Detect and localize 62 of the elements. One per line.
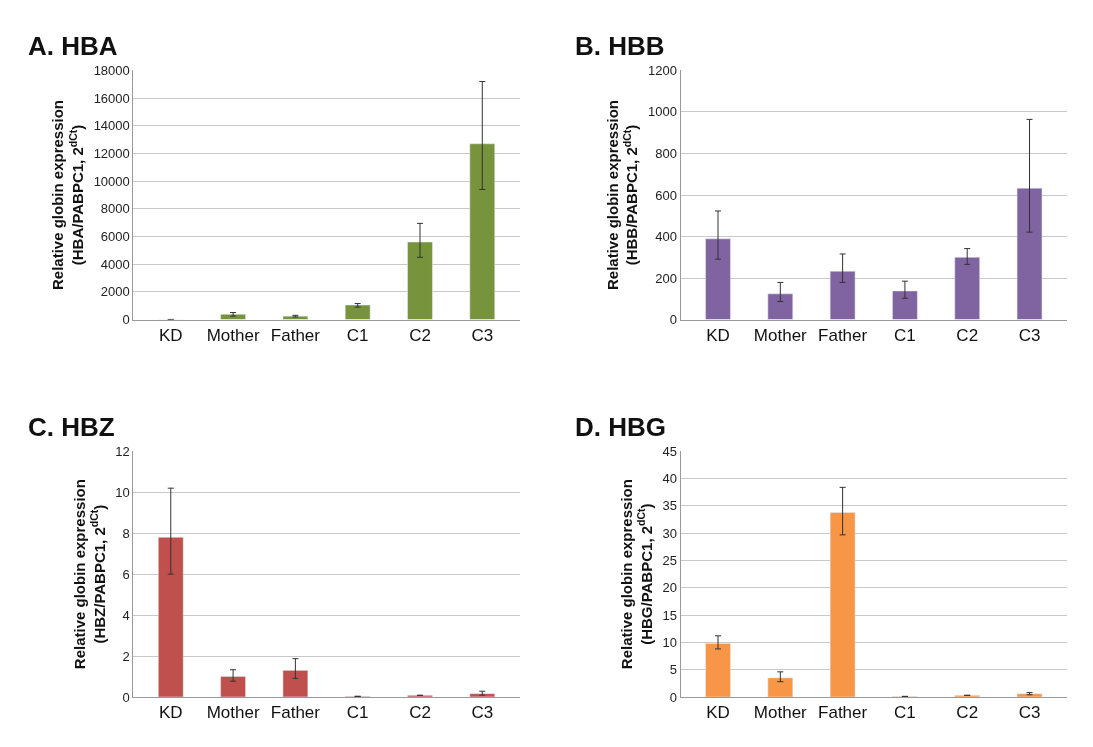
y-tick-label: 16000 — [93, 90, 130, 106]
y-tick-label: 10 — [662, 634, 678, 650]
y-tick-label: 2000 — [100, 284, 130, 300]
y-tick-label: 8 — [122, 525, 130, 541]
chart-title: C. HBZ — [28, 412, 115, 442]
y-tick-label: 45 — [662, 443, 678, 459]
x-tick-label: C3 — [1018, 326, 1041, 345]
x-tick-label: Father — [270, 326, 321, 345]
chart-title: B. HBB — [575, 31, 665, 61]
x-tick-label: Mother — [753, 703, 808, 723]
x-tick-label: C1 — [346, 326, 369, 345]
x-tick-label: C3 — [471, 326, 494, 345]
y-tick-label: 15 — [662, 607, 678, 623]
y-tick-label: 40 — [662, 471, 678, 487]
x-tick-label: KD — [706, 703, 730, 723]
y-tick-label: 6 — [122, 566, 130, 582]
y-tick-label: 10000 — [93, 173, 130, 189]
x-tick-label: KD — [158, 703, 183, 723]
y-tick-label: 0 — [669, 689, 678, 705]
x-tick-label: C2 — [409, 703, 431, 723]
x-tick-label: C1 — [894, 703, 916, 723]
y-tick-label: 0 — [122, 312, 130, 328]
y-tick-label: 8000 — [100, 201, 130, 217]
x-tick-label: C1 — [894, 326, 916, 345]
y-tick-label: 1200 — [648, 62, 678, 78]
chart-title: D. HBG — [575, 412, 666, 442]
x-tick-label: C3 — [471, 703, 494, 723]
y-tick-label: 600 — [655, 187, 678, 203]
y-tick-label: 25 — [662, 553, 678, 569]
y-tick-label: 5 — [669, 662, 678, 678]
x-tick-label: C2 — [409, 326, 431, 345]
y-tick-label: 1000 — [648, 104, 678, 120]
x-tick-label: Mother — [206, 326, 260, 345]
y-tick-label: 800 — [655, 146, 678, 162]
y-tick-label: 0 — [122, 689, 130, 705]
y-tick-label: 6000 — [100, 229, 130, 245]
y-tick-label: 30 — [662, 525, 678, 541]
x-tick-label: Mother — [753, 326, 808, 345]
y-tick-label: 4 — [122, 607, 130, 623]
y-tick-label: 12000 — [93, 146, 130, 162]
y-tick-label: 14000 — [93, 118, 130, 134]
x-tick-label: C2 — [956, 703, 979, 723]
x-tick-label: KD — [158, 326, 183, 345]
y-tick-label: 400 — [655, 229, 678, 245]
x-tick-label: C2 — [956, 326, 979, 345]
x-tick-label: Mother — [206, 703, 260, 723]
chart-title: A. HBA — [28, 31, 118, 61]
y-tick-label: 0 — [669, 312, 678, 328]
y-tick-label: 20 — [662, 580, 678, 596]
y-tick-label: 18000 — [93, 62, 130, 78]
y-tick-label: 12 — [115, 443, 130, 459]
x-tick-label: Father — [270, 703, 321, 723]
x-tick-label: Father — [818, 326, 868, 345]
y-tick-label: 10 — [115, 484, 130, 500]
x-tick-label: Father — [818, 703, 868, 723]
y-tick-label: 2 — [122, 648, 130, 664]
y-tick-label: 4000 — [100, 256, 130, 272]
y-tick-label: 200 — [655, 270, 678, 286]
x-tick-label: KD — [706, 326, 730, 345]
x-tick-label: C3 — [1018, 703, 1041, 723]
x-tick-label: C1 — [346, 703, 369, 723]
y-tick-label: 35 — [662, 498, 678, 514]
